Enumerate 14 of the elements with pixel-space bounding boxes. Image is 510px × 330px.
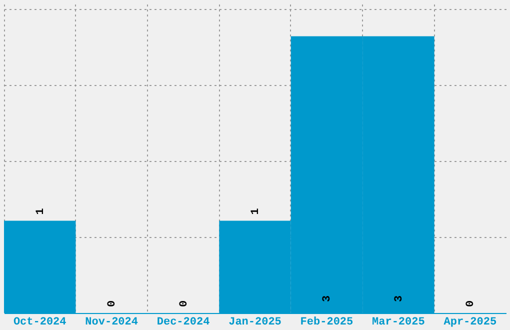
x-tick-label: Apr-2025 [444,316,497,328]
data-label: 1 [34,208,47,215]
x-tick-label: Mar-2025 [372,316,426,328]
x-tick-label: Jan-2025 [228,316,282,328]
data-label: 0 [465,300,478,307]
data-label: 1 [250,208,262,215]
x-tick-label: Dec-2024 [156,316,210,328]
x-tick-label: Feb-2025 [300,316,354,328]
data-label: 0 [178,300,190,307]
x-tick-label: Oct-2024 [13,316,67,328]
data-label: 0 [106,300,119,307]
x-tick-label: Nov-2024 [85,316,138,328]
data-label: 3 [322,295,334,302]
data-label: 3 [393,295,406,302]
